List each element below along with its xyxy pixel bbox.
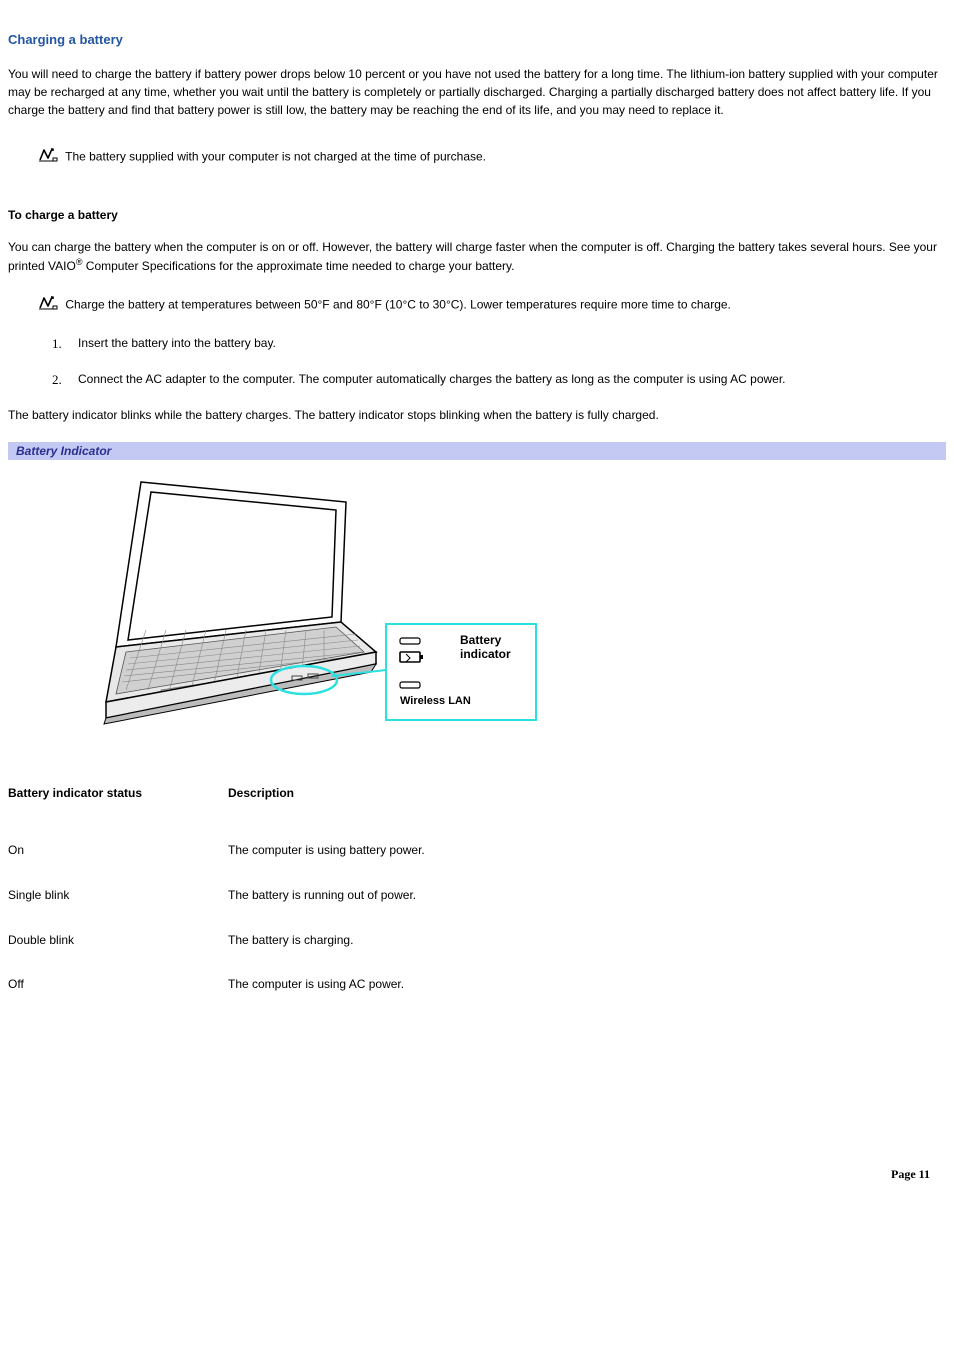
step-item: Insert the battery into the battery bay. — [52, 334, 946, 352]
step-item: Connect the AC adapter to the computer. … — [52, 370, 946, 388]
figure-battery-indicator: Battery indicator Wireless LAN — [56, 472, 946, 762]
callout-wireless-label: Wireless LAN — [400, 695, 471, 707]
table-header-description: Description — [228, 786, 449, 828]
page-title: Charging a battery — [8, 32, 946, 47]
note-icon — [38, 295, 58, 316]
table-row: Single blink The battery is running out … — [8, 873, 449, 918]
note-icon — [38, 147, 58, 168]
indicator-paragraph: The battery indicator blinks while the b… — [8, 406, 946, 424]
figure-caption: Battery Indicator — [8, 442, 946, 460]
charge-text-b: Computer Specifications for the approxim… — [82, 259, 514, 273]
intro-paragraph: You will need to charge the battery if b… — [8, 65, 946, 119]
page-number: Page 11 — [8, 1167, 946, 1182]
desc-cell: The computer is using battery power. — [228, 828, 449, 873]
status-cell: Off — [8, 962, 228, 1007]
charge-paragraph: You can charge the battery when the comp… — [8, 238, 946, 275]
subheading-to-charge: To charge a battery — [8, 208, 946, 222]
status-cell: Double blink — [8, 918, 228, 963]
desc-cell: The computer is using AC power. — [228, 962, 449, 1007]
table-row: Off The computer is using AC power. — [8, 962, 449, 1007]
note-purchase: The battery supplied with your computer … — [8, 147, 946, 168]
status-cell: On — [8, 828, 228, 873]
table-row: Double blink The battery is charging. — [8, 918, 449, 963]
desc-cell: The battery is charging. — [228, 918, 449, 963]
note-text: The battery supplied with your computer … — [65, 150, 486, 164]
callout-battery-label-a: Battery — [460, 633, 502, 647]
table-header-status: Battery indicator status — [8, 786, 228, 828]
note-temperature: Charge the battery at temperatures betwe… — [8, 295, 946, 316]
callout-battery-label-b: indicator — [460, 647, 511, 661]
desc-cell: The battery is running out of power. — [228, 873, 449, 918]
status-cell: Single blink — [8, 873, 228, 918]
note-text: Charge the battery at temperatures betwe… — [65, 298, 731, 312]
table-row: On The computer is using battery power. — [8, 828, 449, 873]
battery-status-table: Battery indicator status Description On … — [8, 786, 449, 1007]
steps-list: Insert the battery into the battery bay.… — [52, 334, 946, 388]
laptop-illustration: Battery indicator Wireless LAN — [56, 472, 556, 762]
